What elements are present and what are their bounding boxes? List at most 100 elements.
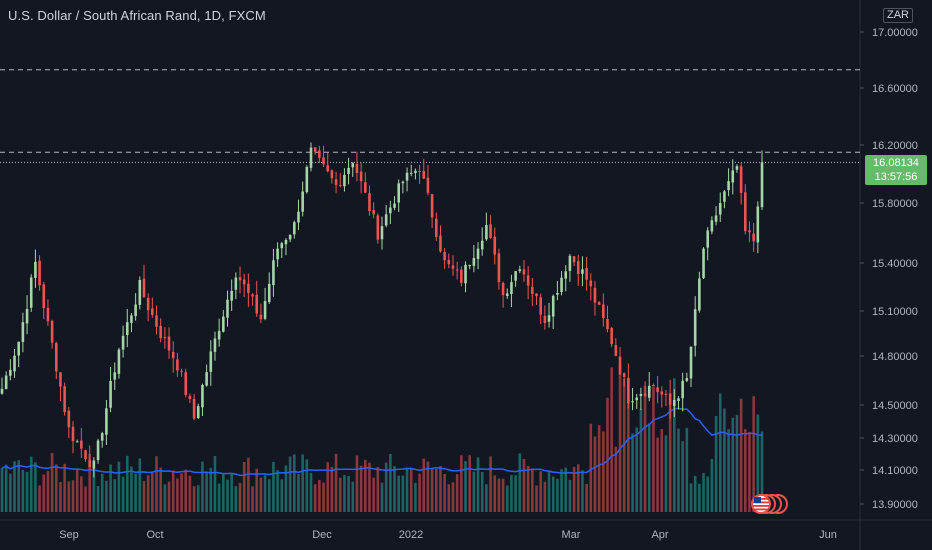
- candle-body: [480, 240, 484, 250]
- volume-bar: [151, 472, 154, 512]
- candle-body: [568, 255, 572, 271]
- candle-body: [359, 171, 363, 182]
- candle-body: [88, 459, 91, 468]
- volume-bar: [434, 468, 438, 512]
- candle-body: [698, 278, 701, 311]
- candle-body: [201, 384, 204, 408]
- volume-bar: [677, 428, 680, 512]
- volume-bar: [159, 467, 162, 512]
- candle-body: [401, 181, 405, 184]
- candle-body: [25, 309, 29, 324]
- candle-body: [276, 248, 279, 260]
- current-price-value: 16.08134: [873, 157, 919, 169]
- candle-body: [505, 293, 509, 296]
- candle-body: [372, 210, 375, 215]
- bar-countdown: 13:57:56: [874, 171, 918, 183]
- volume-bar: [284, 465, 288, 512]
- candle-body: [472, 257, 476, 266]
- volume-bar: [155, 456, 158, 512]
- volume-bar: [222, 473, 225, 512]
- candle-body: [510, 282, 513, 294]
- candle-body: [539, 297, 542, 315]
- volume-bar: [439, 466, 442, 512]
- candle-body: [322, 157, 325, 165]
- candle-body: [34, 261, 37, 278]
- volume-bar: [226, 479, 229, 512]
- candle-body: [46, 307, 50, 322]
- candle-body: [184, 372, 188, 395]
- candle-body: [284, 239, 288, 245]
- candle-body: [460, 269, 463, 283]
- candle-body: [489, 224, 492, 238]
- candle-body: [627, 377, 630, 403]
- volume-bar: [405, 467, 409, 512]
- volume-bar: [668, 403, 672, 512]
- candle-body: [464, 264, 467, 284]
- volume-bar: [689, 483, 693, 512]
- candle-body: [267, 283, 271, 302]
- candle-body: [706, 230, 710, 248]
- candle-body: [422, 170, 426, 179]
- candle-body: [451, 265, 455, 269]
- candle-body: [485, 224, 488, 240]
- candle-body: [656, 387, 659, 393]
- volume-bar: [80, 476, 83, 512]
- candle-body: [606, 319, 609, 330]
- volume-bar: [305, 459, 309, 512]
- currency-label[interactable]: ZAR: [883, 8, 913, 23]
- candle-body: [739, 166, 743, 193]
- candle-body: [618, 356, 622, 375]
- candle-body: [602, 304, 605, 319]
- candle-body: [748, 230, 751, 233]
- candle-body: [585, 268, 588, 280]
- volume-bar: [485, 484, 488, 512]
- volume-bar: [706, 476, 710, 512]
- candle-body: [756, 206, 760, 243]
- volume-bar: [205, 471, 208, 512]
- volume-bar: [255, 468, 259, 512]
- candle-body: [75, 441, 79, 443]
- candle-body: [380, 226, 384, 240]
- volume-bar: [714, 416, 718, 512]
- candle-body: [468, 265, 471, 267]
- candle-body: [50, 320, 54, 343]
- volume-bar: [105, 480, 108, 512]
- volume-bar: [510, 475, 513, 512]
- candle-body: [368, 193, 371, 212]
- volume-bar: [505, 485, 509, 512]
- volume-bar: [739, 398, 743, 512]
- volume-bar: [209, 468, 213, 512]
- y-tick-label: 15.80000: [872, 198, 918, 210]
- candle-body: [418, 171, 421, 173]
- volume-bar: [698, 483, 701, 512]
- volume-bar: [109, 464, 112, 512]
- volume-bar: [380, 482, 384, 512]
- volume-bar: [313, 484, 317, 512]
- volume-bar: [539, 471, 542, 512]
- volume-bar: [535, 485, 538, 512]
- volume-bar: [13, 461, 16, 512]
- candle-body: [4, 375, 8, 390]
- volume-bar: [752, 396, 755, 512]
- candle-body: [92, 460, 96, 469]
- candle-body: [635, 397, 639, 401]
- volume-bar: [389, 453, 392, 512]
- y-tick-label: 15.40000: [872, 258, 918, 270]
- candle-body: [151, 308, 154, 315]
- volume-bar: [251, 486, 254, 512]
- candle-body: [443, 251, 446, 261]
- volume-bar: [9, 473, 12, 512]
- candle-body: [330, 170, 334, 179]
- volume-bar: [92, 469, 96, 512]
- candle-body: [426, 177, 430, 193]
- volume-bar: [518, 453, 522, 512]
- candle-body: [414, 170, 417, 174]
- volume-bar: [451, 482, 455, 512]
- candle-body: [180, 370, 183, 372]
- y-tick-label: 15.10000: [872, 306, 918, 318]
- volume-bar: [88, 454, 91, 512]
- volume-bar: [593, 436, 597, 512]
- candle-body: [188, 396, 192, 399]
- volume-bar: [656, 437, 659, 512]
